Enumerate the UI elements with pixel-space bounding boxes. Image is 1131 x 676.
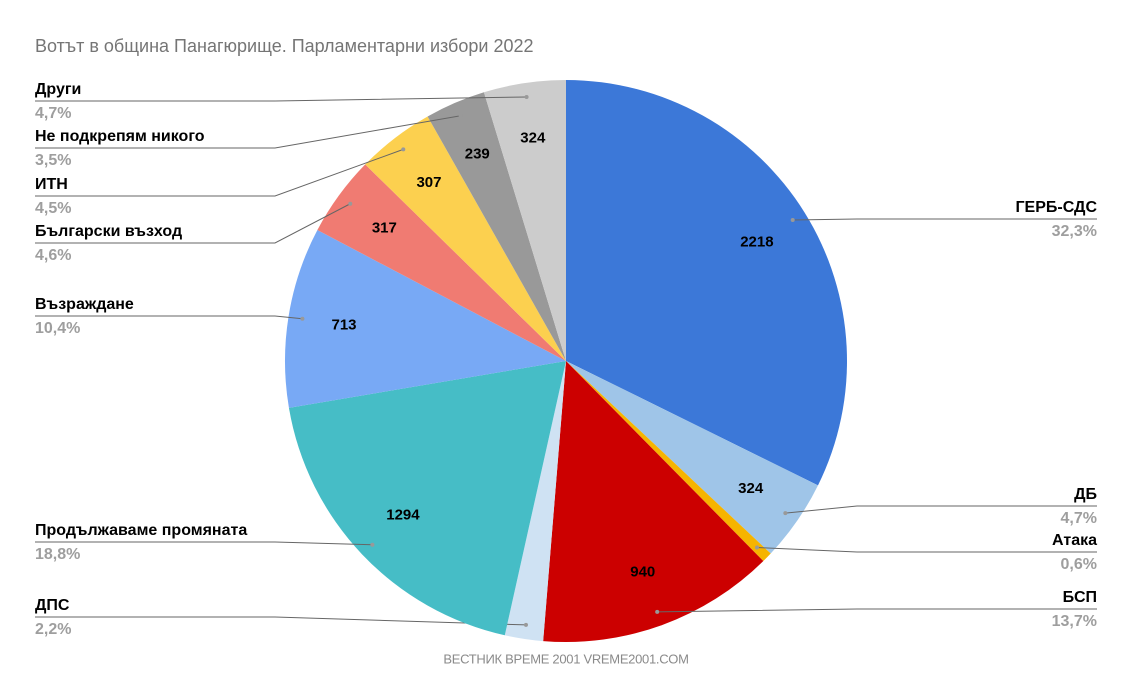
source: ВЕСТНИК ВРЕМЕ 2001 VREME2001.COM [443,651,688,666]
pie-slice [566,361,818,554]
leader-line [35,315,303,320]
percent-label: 0,6% [1061,556,1097,573]
pie-slice [566,80,848,486]
value-label: 239 [465,145,490,162]
percent-label: 10,4% [35,320,80,337]
legend-label: ИТН [35,176,68,193]
leader-dot [370,542,375,547]
legend-label: ДПС [35,597,70,614]
leader-line [657,608,1097,613]
pie-slice [288,361,566,636]
leader-dot [783,511,788,516]
leader-line [35,96,527,102]
leader-line [35,115,461,149]
leader-line [792,218,1097,221]
pie-slice [427,92,566,362]
value-label: 713 [332,316,357,333]
pie-slice [566,361,771,562]
leader-line [35,148,404,197]
leader-dot [754,545,759,550]
leader-dot [523,622,528,627]
value-label: 940 [630,563,655,580]
value-label: 307 [416,174,441,191]
pie-slice [317,164,566,361]
legend-label: Атака [1052,532,1097,549]
percent-label: 3,5% [35,152,71,169]
legend-label: Български възход [35,223,182,240]
value-label: 317 [372,220,397,237]
legend-label: Възраждане [35,296,134,313]
pie-slice [284,230,566,408]
leader-line [35,541,373,546]
pie-slice [504,361,566,642]
pie-slice [483,80,566,361]
leader-dot [458,113,463,118]
percent-label: 4,5% [35,200,71,217]
percent-label: 32,3% [1052,223,1097,240]
leader-line [35,616,526,626]
leader-dot [524,94,529,99]
legend-label: ДБ [1074,486,1097,503]
percent-label: 18,8% [35,546,80,563]
value-label: 2218 [740,233,773,250]
legend-label: ГЕРБ-СДС [1015,199,1097,216]
legend-label: Други [35,81,81,98]
leader-line [756,547,1097,553]
leader-dot [655,609,660,614]
chart-title: Вотът в община Панагюрище. Парламентарни… [35,36,534,56]
legend-label: Продължаваме промяната [35,522,247,539]
leader-dot [790,218,795,223]
percent-label: 13,7% [1052,613,1097,630]
legend-label: БСП [1063,589,1097,606]
value-label: 324 [738,480,764,497]
percent-label: 2,2% [35,621,71,638]
pie-slice [365,116,566,361]
value-label: 324 [520,130,546,147]
percent-label: 4,6% [35,247,71,264]
leader-line [35,203,351,244]
pie-slice [543,361,764,643]
value-label: 1294 [386,507,420,524]
leader-line [785,505,1097,514]
leader-dot [401,147,406,152]
leader-dot [300,316,305,321]
percent-label: 4,7% [35,105,71,122]
leader-dot [348,201,353,206]
percent-label: 4,7% [1061,510,1097,527]
legend-label: Не подкрепям никого [35,128,205,145]
